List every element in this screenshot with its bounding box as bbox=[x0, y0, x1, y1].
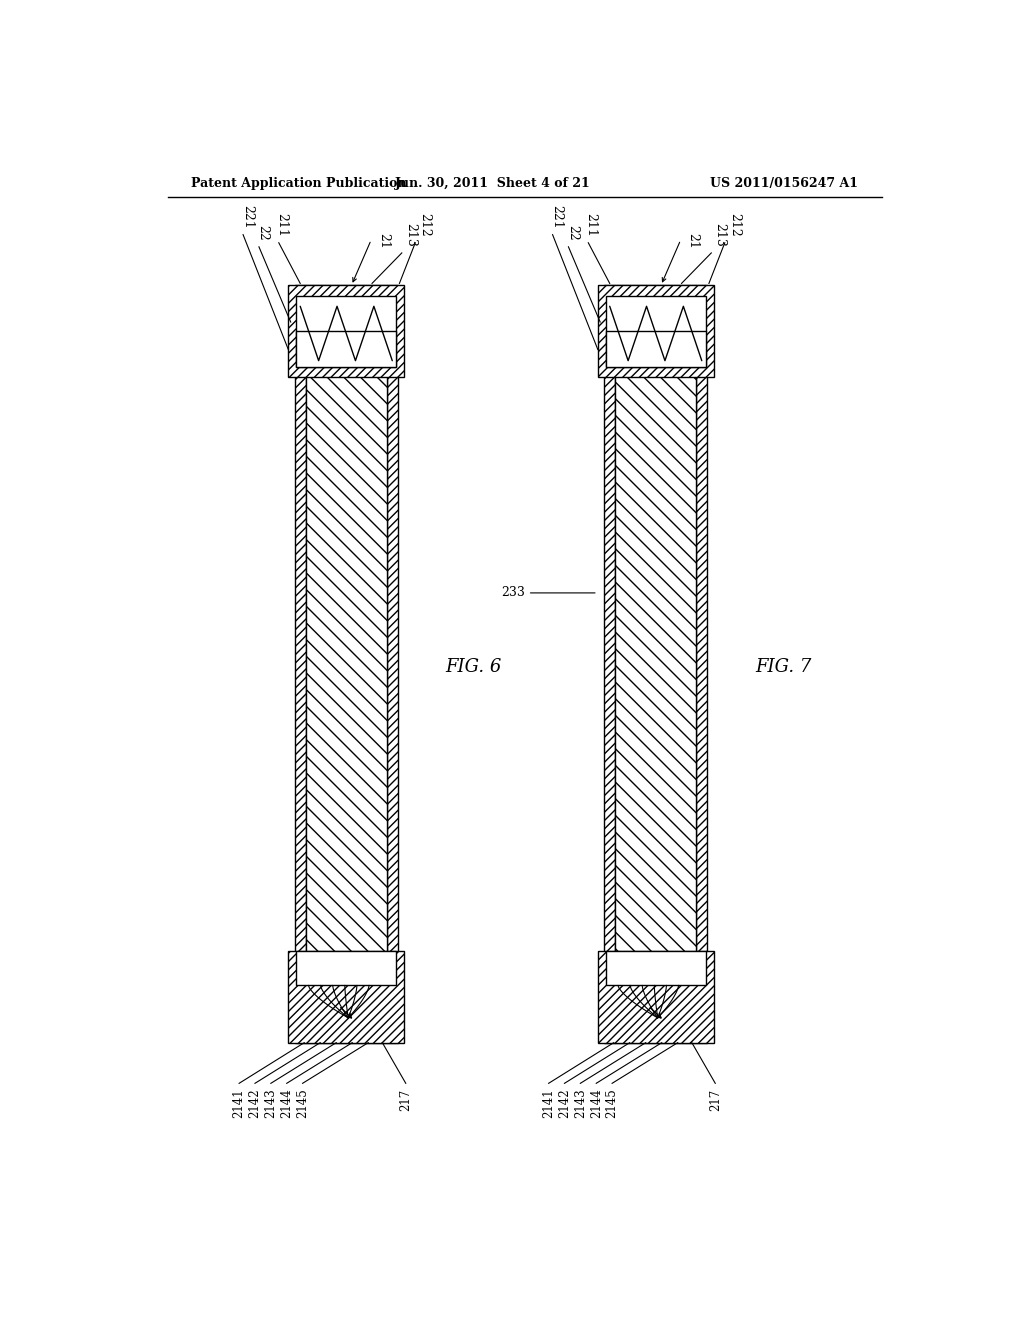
Text: 2142: 2142 bbox=[558, 1089, 571, 1118]
Bar bbox=[289, 285, 404, 378]
Bar bbox=[289, 952, 404, 1043]
Text: 2143: 2143 bbox=[573, 1089, 587, 1118]
Text: 22: 22 bbox=[257, 224, 269, 240]
Bar bbox=[296, 296, 396, 367]
Bar bbox=[615, 285, 696, 1043]
Bar bbox=[606, 296, 706, 367]
Text: 221: 221 bbox=[550, 205, 563, 228]
Bar bbox=[387, 285, 397, 1043]
Text: 213: 213 bbox=[714, 223, 727, 247]
Bar bbox=[696, 285, 708, 1043]
Bar bbox=[598, 285, 714, 378]
Text: 2144: 2144 bbox=[590, 1089, 603, 1118]
Text: 2144: 2144 bbox=[281, 1089, 293, 1118]
Bar bbox=[598, 952, 714, 1043]
Text: 2143: 2143 bbox=[264, 1089, 278, 1118]
Bar bbox=[295, 285, 306, 1043]
Text: 217: 217 bbox=[399, 1089, 413, 1110]
Text: 21: 21 bbox=[686, 232, 699, 248]
Bar bbox=[289, 285, 404, 378]
Text: 2141: 2141 bbox=[232, 1089, 246, 1118]
Text: 2145: 2145 bbox=[296, 1089, 309, 1118]
Text: 2145: 2145 bbox=[605, 1089, 618, 1118]
Bar bbox=[306, 285, 387, 1043]
Text: 212: 212 bbox=[728, 213, 741, 236]
Bar bbox=[604, 285, 615, 1043]
Text: FIG. 6: FIG. 6 bbox=[445, 657, 502, 676]
Text: 211: 211 bbox=[274, 213, 288, 236]
Bar bbox=[604, 285, 615, 1043]
Text: 2142: 2142 bbox=[249, 1089, 261, 1118]
Text: 21: 21 bbox=[377, 232, 390, 248]
Text: 233: 233 bbox=[501, 586, 595, 599]
Text: 217: 217 bbox=[709, 1089, 722, 1110]
Text: 211: 211 bbox=[585, 213, 597, 236]
Text: US 2011/0156247 A1: US 2011/0156247 A1 bbox=[710, 177, 858, 190]
Bar bbox=[289, 952, 404, 1043]
Text: Patent Application Publication: Patent Application Publication bbox=[191, 177, 407, 190]
Text: 213: 213 bbox=[404, 223, 417, 247]
Bar bbox=[296, 952, 396, 985]
Bar bbox=[606, 952, 706, 985]
Bar bbox=[696, 285, 708, 1043]
Bar bbox=[306, 285, 387, 1043]
Text: 22: 22 bbox=[566, 224, 579, 240]
Bar bbox=[615, 285, 696, 1043]
Text: FIG. 7: FIG. 7 bbox=[755, 657, 811, 676]
Bar bbox=[296, 331, 396, 367]
Bar bbox=[387, 285, 397, 1043]
Bar bbox=[606, 331, 706, 367]
Bar bbox=[598, 285, 714, 378]
Text: Jun. 30, 2011  Sheet 4 of 21: Jun. 30, 2011 Sheet 4 of 21 bbox=[395, 177, 591, 190]
Bar bbox=[295, 285, 306, 1043]
Text: 221: 221 bbox=[241, 205, 254, 228]
Text: 2141: 2141 bbox=[542, 1089, 555, 1118]
Bar bbox=[598, 952, 714, 1043]
Text: 212: 212 bbox=[419, 213, 431, 236]
